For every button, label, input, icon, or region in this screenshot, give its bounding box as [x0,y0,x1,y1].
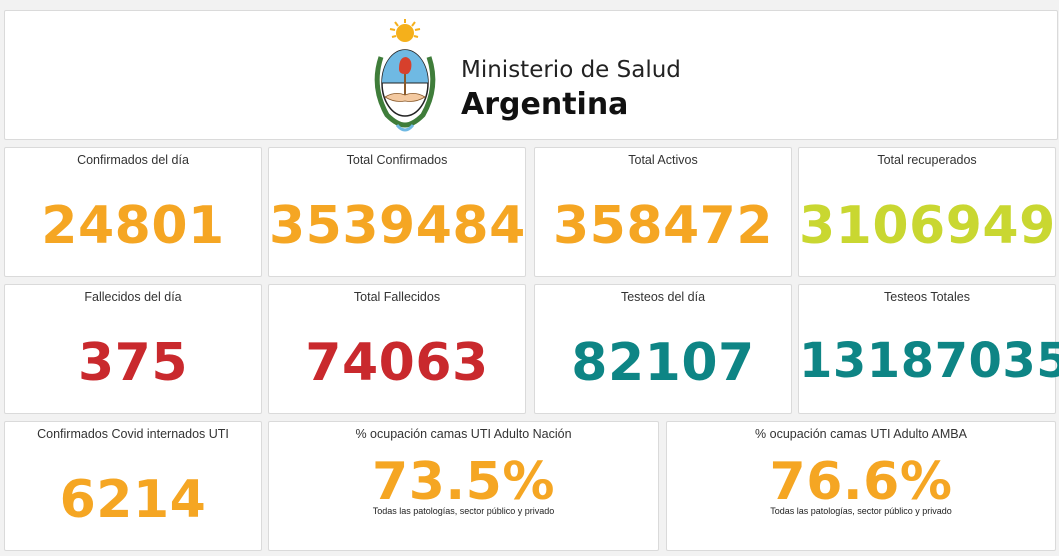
stat-card-testeos-dia: Testeos del día 82107 [534,284,792,414]
stat-value: 73.5% [372,452,555,512]
stat-card-confirmados-dia: Confirmados del día 24801 [4,147,262,277]
stat-card-total-recuperados: Total recuperados 3106949 [798,147,1056,277]
stat-value: 358472 [552,196,774,256]
stat-title: Confirmados Covid internados UTI [37,427,229,441]
stat-note: Todas las patologías, sector público y p… [372,506,555,516]
ministry-name: Ministerio de Salud [461,57,681,83]
stat-title: Total recuperados [877,153,977,167]
stat-title: % ocupación camas UTI Adulto Nación [355,427,572,441]
argentina-coat-of-arms-icon [374,19,436,132]
stat-value: 76.6% [769,452,953,512]
stat-card-ocupacion-amba: % ocupación camas UTI Adulto AMBA 76.6% … [666,421,1056,551]
stat-title: Testeos Totales [884,290,970,304]
stat-card-total-activos: Total Activos 358472 [534,147,792,277]
header-banner: Ministerio de Salud Argentina [4,10,1058,140]
stat-card-total-fallecidos: Total Fallecidos 74063 [268,284,526,414]
stat-card-internados-uti: Confirmados Covid internados UTI 6214 [4,421,262,551]
country-name: Argentina [461,87,629,122]
stat-value: 6214 [59,470,207,530]
stat-title: Testeos del día [620,290,706,304]
stat-title: Fallecidos del día [84,290,182,304]
stat-title: Total Confirmados [346,153,448,167]
stat-value: 74063 [305,333,489,393]
stat-title: % ocupación camas UTI Adulto AMBA [755,427,967,441]
stat-value: 24801 [41,196,225,256]
ministry-branding: Ministerio de Salud Argentina [365,17,705,135]
stat-title: Total Activos [628,153,698,167]
stat-value: 3539484 [269,196,526,256]
stat-card-total-confirmados: Total Confirmados 3539484 [268,147,526,277]
stat-title: Total Fallecidos [353,290,441,304]
stat-card-testeos-totales: Testeos Totales 13187035 [798,284,1059,414]
stat-value: 82107 [571,333,755,393]
stat-note: Todas las patologías, sector público y p… [770,506,952,516]
stat-card-ocupacion-nacion: % ocupación camas UTI Adulto Nación 73.5… [268,421,659,551]
stat-card-fallecidos-dia: Fallecidos del día 375 [4,284,262,414]
stat-title: Confirmados del día [77,153,189,167]
stat-value: 3106949 [799,196,1056,256]
stat-value: 13187035 [799,333,1059,389]
stat-value: 375 [77,333,189,393]
